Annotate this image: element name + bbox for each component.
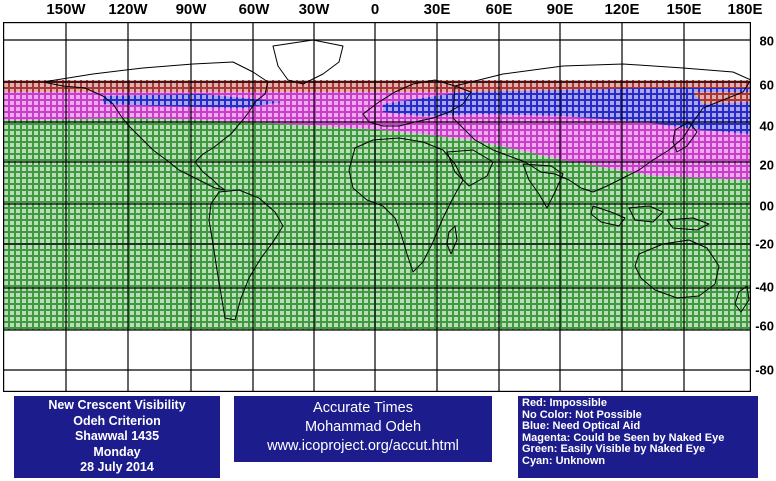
month-line: Shawwal 1435 [74, 429, 160, 443]
weekday-line: Monday [93, 444, 141, 459]
lon-label: 90E [546, 1, 574, 18]
lon-label: 150W [46, 1, 86, 18]
longitude-axis: 150W 120W 90W 60W 30W 0 30E 60E 90E 120E… [0, 0, 776, 22]
lat-label: -20 [755, 236, 774, 252]
credit-title: Accurate Times [313, 400, 413, 416]
title-panel: New Crescent Visibility Odeh Criterion S… [14, 396, 220, 478]
lon-label: 90W [175, 1, 207, 18]
lon-label: 150E [666, 1, 702, 18]
legend-item-magenta: Magenta: Could be Seen by Naked Eye [522, 431, 725, 444]
legend-item-blue: Blue: Need Optical Aid [522, 420, 641, 433]
lon-label: 30W [298, 1, 330, 18]
legend-item-none: No Color: Not Possible [522, 408, 642, 421]
lat-label: -40 [755, 279, 774, 295]
lat-label: 40 [759, 118, 774, 134]
lon-label: 120W [108, 1, 148, 18]
latitude-axis: 80 60 40 20 00 -20 -40 -60 -80 [752, 22, 776, 392]
lat-label: 60 [759, 77, 774, 93]
visibility-map [3, 22, 751, 392]
lat-label: 20 [759, 157, 774, 173]
title-line: New Crescent Visibility [48, 398, 186, 412]
zone-red-band [3, 80, 751, 92]
zone-green-band [3, 118, 751, 330]
zone-red-spot [693, 92, 751, 104]
lon-label: 60E [485, 1, 513, 18]
date-line: 28 July 2014 [80, 460, 154, 474]
legend-item-red: Red: Impossible [522, 397, 607, 409]
map-grid [3, 22, 751, 392]
legend-panel: Red: Impossible No Color: Not Possible B… [518, 396, 758, 478]
lon-label: 0 [370, 1, 380, 18]
lon-label: 60W [238, 1, 270, 18]
lon-label: 30E [423, 1, 451, 18]
credit-author: Mohammad Odeh [304, 419, 422, 435]
legend-item-cyan: Cyan: Unknown [522, 454, 606, 467]
legend-item-green: Green: Easily Visible by Naked Eye [522, 443, 706, 456]
coastlines [42, 39, 751, 321]
lat-label: 00 [759, 198, 774, 214]
credit-url: www.icoproject.org/accut.html [267, 438, 459, 454]
lat-label: -60 [755, 318, 774, 334]
lon-label: 180E [727, 1, 763, 18]
zone-blue-band [103, 94, 283, 108]
criterion-line: Odeh Criterion [73, 413, 161, 428]
lon-label: 120E [604, 1, 640, 18]
credit-panel: Accurate Times Mohammad Odeh www.icoproj… [234, 396, 492, 462]
lat-label: -80 [755, 362, 774, 378]
lat-label: 80 [759, 33, 774, 49]
